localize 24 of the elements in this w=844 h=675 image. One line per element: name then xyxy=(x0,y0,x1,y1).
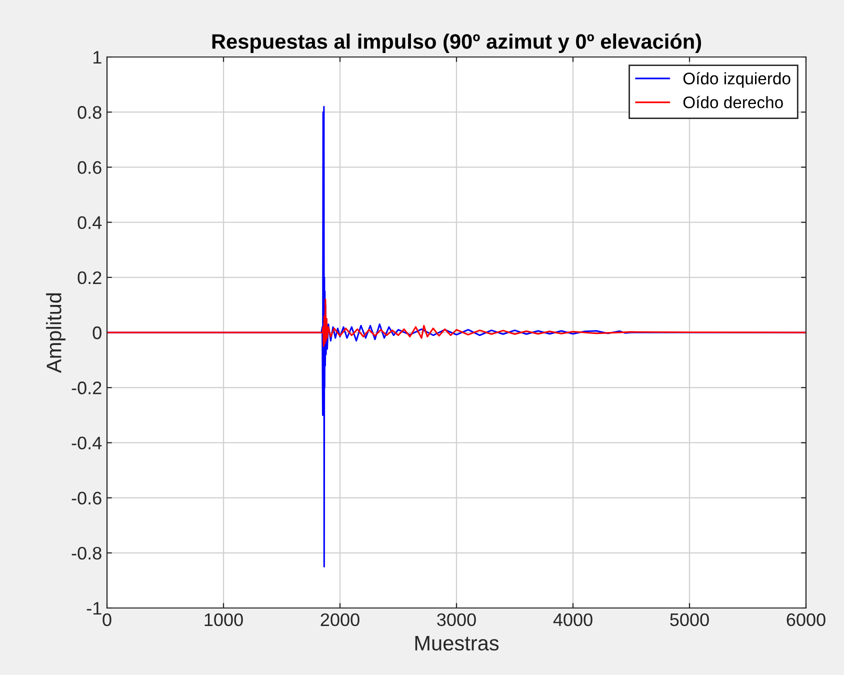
y-tick-label: 1 xyxy=(93,51,102,64)
y-tick-label: 0.4 xyxy=(78,216,102,230)
y-axis-title: Amplitud xyxy=(46,293,66,373)
x-tick-label: 4000 xyxy=(553,613,592,626)
chart-title: Respuestas al impulso (90º azimut y 0º elevación) xyxy=(212,33,702,53)
y-tick-label: 0 xyxy=(92,326,102,340)
y-tick-label: 0.8 xyxy=(78,106,102,119)
x-tick-label: 1000 xyxy=(204,613,243,626)
legend-label: Oído izquierdo xyxy=(683,72,790,88)
y-tick-label: -0.2 xyxy=(72,382,102,394)
legend-label: Oído derecho xyxy=(683,96,783,108)
x-tick-label: 0 xyxy=(102,613,112,626)
y-tick-label: -0.4 xyxy=(72,436,102,450)
x-tick-label: 6000 xyxy=(786,613,826,626)
y-tick-label: 0.6 xyxy=(78,161,102,174)
x-tick-label: 2000 xyxy=(320,613,360,626)
y-tick-label: -0.6 xyxy=(72,492,102,505)
x-tick-label: 3000 xyxy=(437,613,476,626)
x-axis-title: Muestras xyxy=(415,636,499,651)
x-tick-label: 5000 xyxy=(670,613,709,626)
line-series xyxy=(107,298,806,348)
y-tick-label: -1 xyxy=(86,602,102,615)
y-tick-label: -0.8 xyxy=(72,546,102,560)
y-tick-label: 0.2 xyxy=(78,271,102,284)
